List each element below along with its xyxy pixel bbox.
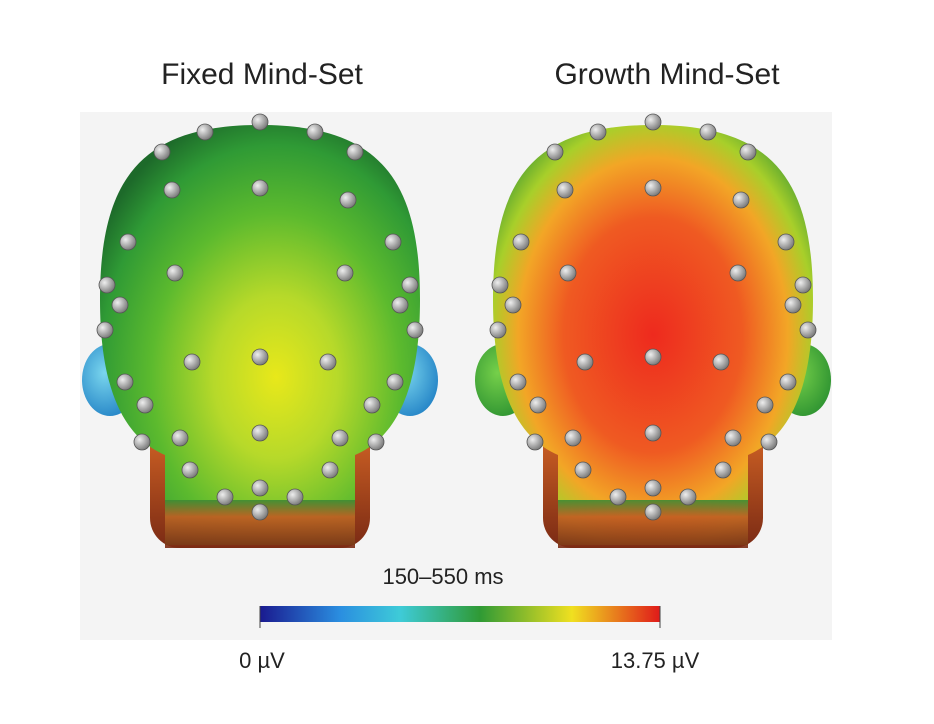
electrode — [96, 321, 114, 339]
electrode — [644, 479, 662, 497]
electrode — [559, 264, 577, 282]
electrode — [251, 348, 269, 366]
neck-band — [558, 500, 748, 548]
electrode — [794, 276, 812, 294]
electrode — [386, 373, 404, 391]
electrode — [111, 296, 129, 314]
panel-title: Growth Mind-Set — [554, 58, 780, 91]
electrode — [196, 123, 214, 141]
colorbar-max-label: 13.75 µV — [611, 648, 700, 673]
electrode — [491, 276, 509, 294]
head-growth — [475, 113, 831, 548]
electrode — [546, 143, 564, 161]
electrode — [116, 373, 134, 391]
electrode — [784, 296, 802, 314]
electrode — [346, 143, 364, 161]
electrode — [166, 264, 184, 282]
colorbar-min-label: 0 µV — [239, 648, 285, 673]
electrode — [576, 353, 594, 371]
electrode — [216, 488, 234, 506]
electrode — [679, 488, 697, 506]
electrode — [724, 429, 742, 447]
electrode — [729, 264, 747, 282]
electrode — [756, 396, 774, 414]
electrode — [556, 181, 574, 199]
electrode — [401, 276, 419, 294]
electrode — [712, 353, 730, 371]
electrode — [363, 396, 381, 414]
electrode — [529, 396, 547, 414]
electrode — [163, 181, 181, 199]
head-fixed — [82, 113, 438, 548]
colorbar — [260, 606, 660, 622]
electrode — [251, 503, 269, 521]
electrode — [504, 296, 522, 314]
electrode — [336, 264, 354, 282]
electrode — [609, 488, 627, 506]
electrode — [367, 433, 385, 451]
electrode — [251, 424, 269, 442]
electrode — [779, 373, 797, 391]
electrode — [714, 461, 732, 479]
electrode — [512, 233, 530, 251]
electrode — [321, 461, 339, 479]
electrode — [644, 179, 662, 197]
electrode — [406, 321, 424, 339]
electrode — [153, 143, 171, 161]
electrode — [251, 479, 269, 497]
neck-band — [165, 500, 355, 548]
electrode — [699, 123, 717, 141]
electrode — [799, 321, 817, 339]
electrode — [286, 488, 304, 506]
electrode — [644, 424, 662, 442]
electrode — [251, 179, 269, 197]
electrode — [306, 123, 324, 141]
electrode — [384, 233, 402, 251]
electrode — [183, 353, 201, 371]
electrode — [574, 461, 592, 479]
panel-title: Fixed Mind-Set — [161, 58, 363, 91]
electrode — [319, 353, 337, 371]
electrode — [732, 191, 750, 209]
electrode — [331, 429, 349, 447]
electrode — [181, 461, 199, 479]
electrode — [119, 233, 137, 251]
electrode — [339, 191, 357, 209]
electrode — [98, 276, 116, 294]
electrode — [644, 348, 662, 366]
electrode — [644, 113, 662, 131]
electrode — [589, 123, 607, 141]
electrode — [133, 433, 151, 451]
electrode — [509, 373, 527, 391]
electrode — [391, 296, 409, 314]
electrode — [251, 113, 269, 131]
electrode — [644, 503, 662, 521]
electrode — [171, 429, 189, 447]
electrode — [739, 143, 757, 161]
electrode — [489, 321, 507, 339]
electrode — [136, 396, 154, 414]
electrode — [760, 433, 778, 451]
colorbar-caption: 150–550 ms — [382, 564, 503, 589]
electrode — [777, 233, 795, 251]
electrode — [564, 429, 582, 447]
electrode — [526, 433, 544, 451]
